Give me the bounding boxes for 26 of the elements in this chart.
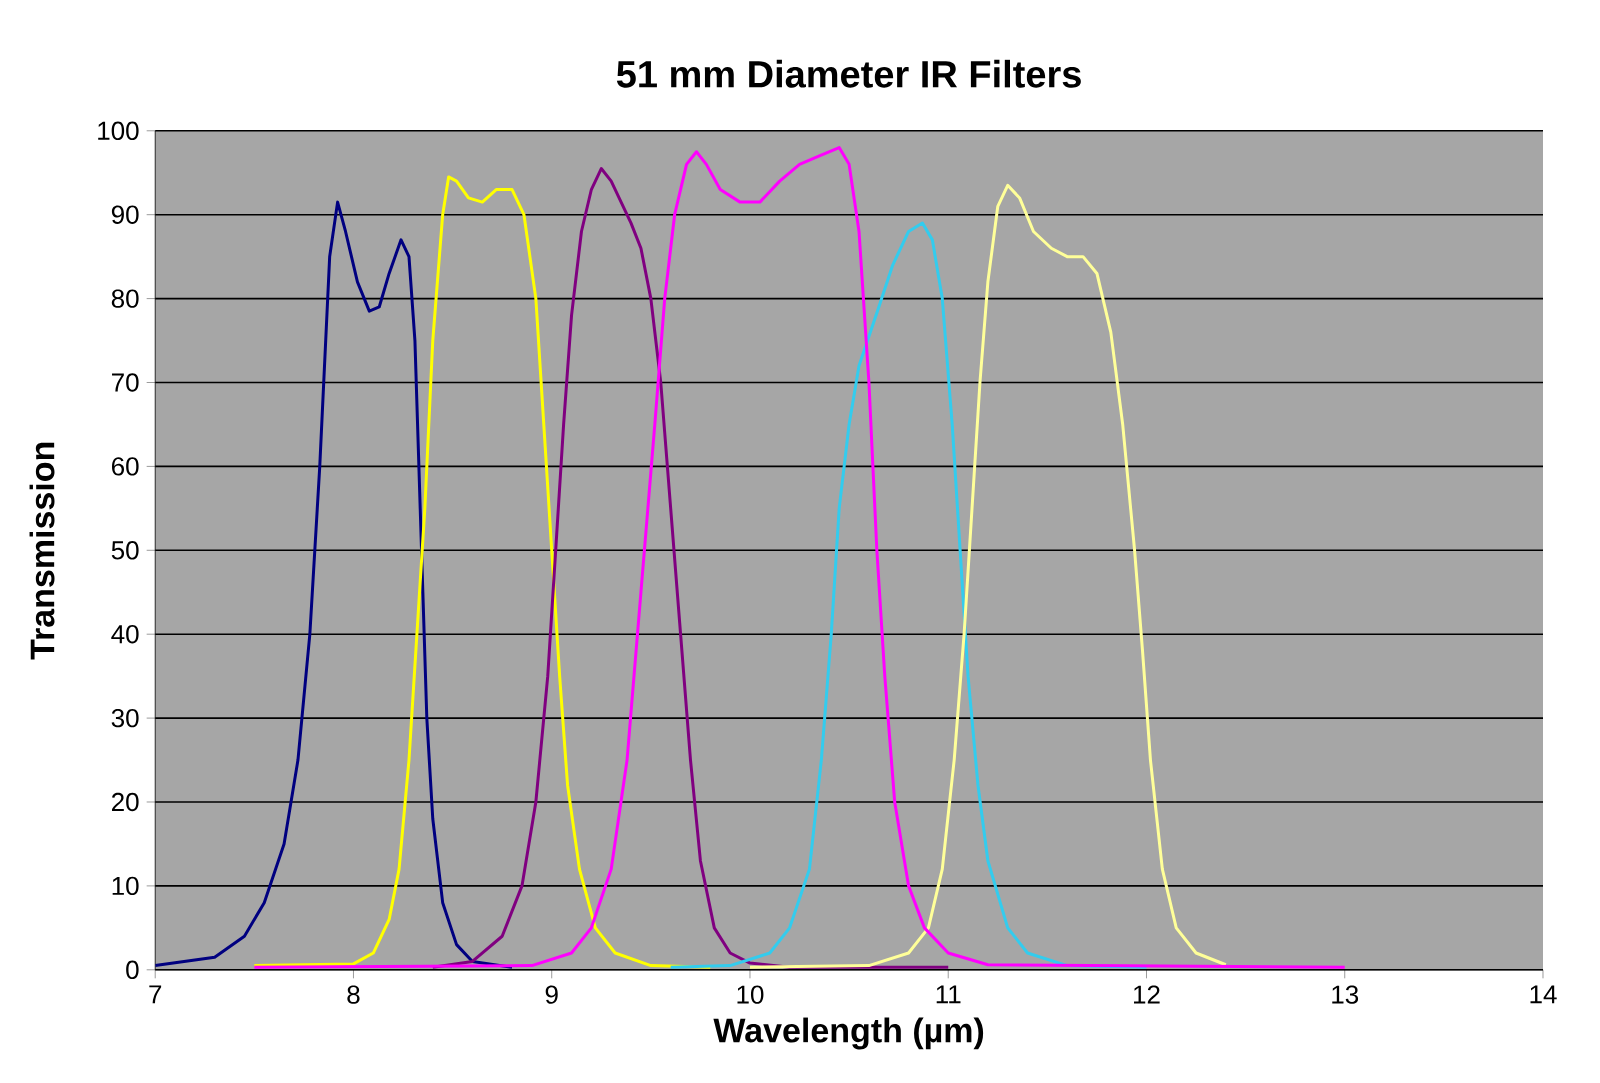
x-tick-label: 9 [545, 985, 558, 1004]
y-tick-label: 20 [112, 792, 139, 812]
x-tick-label: 12 [1134, 985, 1160, 1004]
y-tick-label: 50 [111, 541, 139, 560]
y-tick-label: 60 [112, 457, 139, 476]
x-axis-title: Wavelength (µm) [713, 1017, 984, 1050]
line-series [252, 146, 1347, 969]
y-tick-label: 40 [111, 624, 139, 644]
x-tick-label: 14 [1530, 985, 1557, 1004]
y-tick-label: 80 [111, 289, 139, 308]
y-tick-label: 90 [111, 205, 139, 224]
line-series [669, 221, 1148, 969]
line-series [252, 175, 712, 969]
y-axis-title: Transmission [29, 442, 55, 660]
x-tick-label: 13 [1332, 985, 1359, 1004]
y-tick-label: 100 [98, 121, 139, 140]
x-tick-label: 10 [737, 985, 764, 1004]
line-series [155, 200, 514, 969]
x-tick-label: 11 [936, 985, 961, 1004]
x-tick-label: 8 [347, 985, 360, 1004]
y-tick-label: 70 [112, 373, 139, 392]
y-tick-label: 30 [111, 708, 139, 728]
x-tick-label: 7 [149, 985, 162, 1004]
chart-title: 51 mm Diameter IR Filters [616, 59, 1081, 88]
y-tick-label: 10 [112, 876, 139, 896]
y-tick-label: 0 [126, 960, 139, 979]
